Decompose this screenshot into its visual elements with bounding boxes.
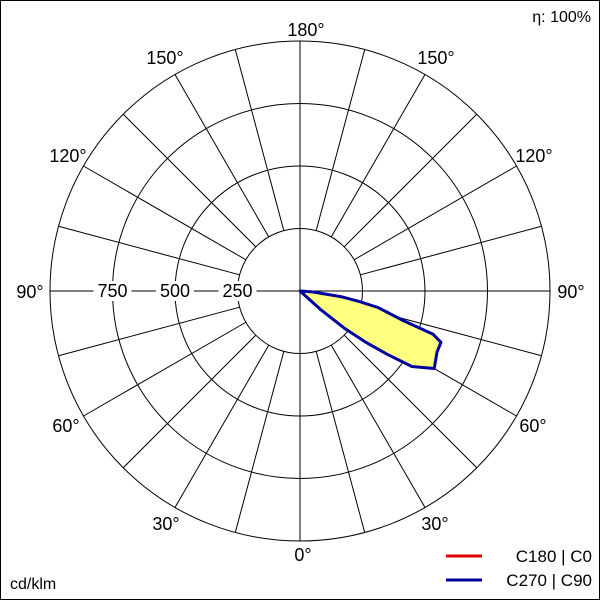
angle-labels: 180° 150° 150° 120° 120° 90° 90° 60° 60°… — [16, 20, 584, 565]
tick-label-bg-250 — [218, 281, 257, 301]
angle-label-30-right: 30° — [421, 514, 448, 534]
grid-spoke-315 — [122, 334, 257, 469]
legend-label-c180-c0: C180 | C0 — [516, 547, 592, 566]
legend: C180 | C0 C270 | C90 — [446, 547, 592, 590]
grid-spoke-210 — [174, 74, 270, 238]
grid-spoke-120 — [353, 165, 517, 261]
tick-label-bg-750 — [93, 281, 132, 301]
angle-label-90-right: 90° — [557, 282, 584, 302]
grid-spoke-330 — [174, 344, 270, 508]
legend-label-c270-c90: C270 | C90 — [506, 571, 592, 590]
angle-label-60-left: 60° — [52, 416, 79, 436]
grid-spoke-300 — [83, 321, 247, 417]
angle-label-120-left: 120° — [49, 146, 86, 166]
radial-tick-label-750: 750 — [97, 281, 127, 301]
intensity-curves — [298, 289, 443, 370]
angle-label-180: 180° — [287, 20, 324, 40]
grid-spoke-225 — [122, 113, 257, 248]
grid-spoke-30 — [330, 344, 426, 508]
grid-spoke-255 — [58, 225, 240, 276]
grid-spoke-135 — [343, 113, 478, 248]
grid-spoke-240 — [83, 165, 247, 261]
grid-spoke-345 — [234, 351, 285, 533]
grid-spoke-15 — [315, 351, 366, 533]
grid-spoke-105 — [360, 225, 542, 276]
grid-spoke-165 — [315, 49, 366, 231]
grid-spoke-45 — [343, 334, 478, 469]
radial-tick-label-250: 250 — [222, 281, 252, 301]
grid-spoke-150 — [330, 74, 426, 238]
radial-tick-label-500: 500 — [160, 281, 190, 301]
unit-label: cd/klm — [10, 576, 56, 593]
grid-spoke-195 — [234, 49, 285, 231]
angle-label-150-right: 150° — [417, 48, 454, 68]
angle-label-150-left: 150° — [146, 48, 183, 68]
tick-label-bg-500 — [156, 281, 194, 301]
radial-tick-labels: 250 500 750 — [93, 281, 257, 301]
angle-label-30-left: 30° — [152, 514, 179, 534]
angle-label-0: 0° — [294, 545, 311, 565]
efficiency-label: η: 100% — [532, 9, 591, 26]
angle-label-90-left: 90° — [16, 282, 43, 302]
curve-series-1 — [298, 289, 443, 370]
grid-spoke-285 — [58, 306, 240, 357]
angle-label-60-right: 60° — [519, 416, 546, 436]
angle-label-120-right: 120° — [515, 146, 552, 166]
